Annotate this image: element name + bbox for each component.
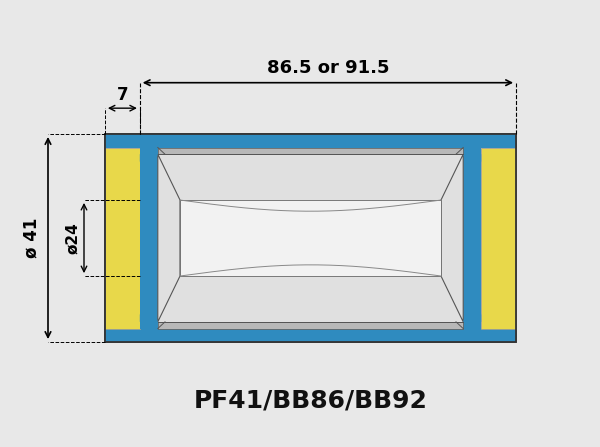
Text: ø24: ø24 xyxy=(65,222,80,254)
Polygon shape xyxy=(463,281,481,322)
Bar xyxy=(180,200,441,276)
Bar xyxy=(105,329,516,342)
Bar xyxy=(105,134,516,342)
Bar xyxy=(105,134,516,342)
Bar xyxy=(140,148,158,329)
Text: 86.5 or 91.5: 86.5 or 91.5 xyxy=(266,59,389,77)
Polygon shape xyxy=(441,154,463,322)
Text: 7: 7 xyxy=(116,86,128,104)
Text: ø 41: ø 41 xyxy=(23,218,41,258)
Bar xyxy=(105,148,140,329)
Bar xyxy=(463,148,481,329)
Bar xyxy=(158,154,463,322)
Polygon shape xyxy=(140,281,158,322)
Text: PF41/BB86/BB92: PF41/BB86/BB92 xyxy=(194,388,427,412)
Bar xyxy=(158,148,463,154)
Bar xyxy=(481,148,516,329)
Bar xyxy=(158,322,463,329)
Bar xyxy=(105,134,516,148)
Polygon shape xyxy=(463,154,481,196)
Polygon shape xyxy=(140,154,158,196)
Polygon shape xyxy=(158,154,180,322)
